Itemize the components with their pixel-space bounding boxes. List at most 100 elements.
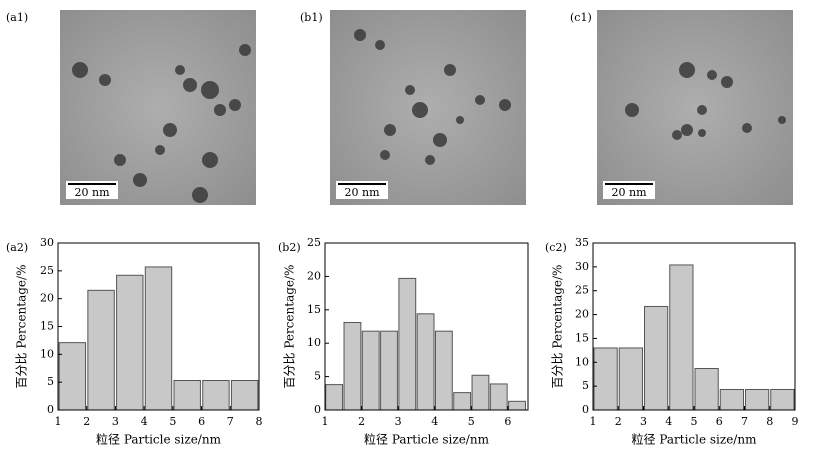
- bar: [325, 384, 344, 411]
- bar: [694, 367, 719, 411]
- particle: [239, 44, 251, 56]
- panel-label: (b1): [300, 11, 323, 24]
- bar: [230, 379, 259, 411]
- particle: [681, 124, 693, 136]
- y-tick-label: 10: [575, 355, 589, 368]
- x-tick-label: 5: [169, 415, 176, 428]
- bar: [471, 374, 490, 411]
- plot-frame: [324, 242, 529, 411]
- particle: [698, 129, 706, 137]
- bar: [453, 392, 472, 411]
- particle: [721, 76, 733, 88]
- particle: [679, 62, 695, 78]
- x-tick-label: 5: [468, 415, 475, 428]
- particle: [412, 102, 428, 118]
- y-tick-label: 5: [47, 375, 54, 388]
- particle: [155, 145, 165, 155]
- y-tick-label: 25: [575, 284, 589, 297]
- x-tick-label: 4: [141, 415, 148, 428]
- x-tick-label: 7: [227, 415, 234, 428]
- scale-bar-box: [66, 181, 118, 199]
- y-tick-label: 20: [307, 269, 321, 282]
- x-tick-label: 4: [665, 415, 672, 428]
- bar: [361, 330, 380, 411]
- panel-label: (c1): [570, 11, 592, 24]
- y-tick-label: 30: [575, 260, 589, 273]
- y-tick-label: 0: [47, 403, 54, 416]
- x-tick-label: 3: [395, 415, 402, 428]
- particle: [133, 173, 147, 187]
- x-axis-label: 粒径 Particle size/nm: [96, 432, 222, 447]
- x-axis-label: 粒径 Particle size/nm: [632, 432, 758, 447]
- y-axis-label: 百分比 Percentage/%: [283, 265, 297, 389]
- y-tick-label: 10: [307, 336, 321, 349]
- y-tick-label: 5: [582, 379, 589, 392]
- particle: [214, 104, 226, 116]
- bar: [380, 330, 398, 411]
- particle: [202, 152, 218, 168]
- particle: [778, 116, 786, 124]
- particle: [625, 103, 639, 117]
- scale-bar-box: [336, 181, 388, 199]
- panel-label: (b2): [278, 241, 301, 254]
- particle: [444, 64, 456, 76]
- particle: [201, 81, 219, 99]
- x-tick-label: 6: [716, 415, 723, 428]
- x-tick-label: 9: [792, 415, 799, 428]
- x-tick-label: 1: [322, 415, 329, 428]
- y-tick-label: 15: [575, 331, 589, 344]
- x-tick-label: 3: [112, 415, 119, 428]
- particle: [163, 123, 177, 137]
- y-tick-label: 30: [40, 236, 54, 249]
- x-tick-label: 2: [83, 415, 90, 428]
- particle: [114, 154, 126, 166]
- bar: [58, 342, 87, 411]
- x-tick-label: 6: [504, 415, 511, 428]
- particle: [229, 99, 241, 111]
- y-axis-label: 百分比 Percentage/%: [551, 265, 565, 389]
- y-tick-label: 25: [40, 264, 54, 277]
- y-tick-label: 0: [582, 403, 589, 416]
- particle: [380, 150, 390, 160]
- x-tick-label: 8: [256, 415, 263, 428]
- tem-image: [330, 10, 526, 205]
- x-tick-label: 5: [691, 415, 698, 428]
- particle: [175, 65, 185, 75]
- scale-bar-label: 20 nm: [74, 186, 110, 199]
- x-tick-label: 4: [431, 415, 438, 428]
- particle: [384, 124, 396, 136]
- bar: [618, 347, 643, 411]
- particle: [499, 99, 511, 111]
- x-tick-label: 8: [766, 415, 773, 428]
- particle: [475, 95, 485, 105]
- panel-label: (a1): [6, 11, 28, 24]
- scale-bar-label: 20 nm: [344, 186, 380, 199]
- y-tick-label: 5: [314, 370, 321, 383]
- particle: [192, 187, 208, 203]
- bar: [416, 313, 435, 411]
- particle: [707, 70, 717, 80]
- x-tick-label: 6: [198, 415, 205, 428]
- bar: [87, 289, 115, 411]
- x-tick-label: 1: [55, 415, 62, 428]
- bar: [719, 388, 744, 411]
- particle: [99, 74, 111, 86]
- scale-bar-box: [603, 181, 655, 199]
- panel-label: (a2): [6, 241, 28, 254]
- bar: [489, 383, 508, 411]
- y-axis-label: 百分比 Percentage/%: [15, 265, 29, 389]
- y-tick-label: 20: [40, 292, 54, 305]
- bar: [508, 400, 526, 411]
- y-tick-label: 15: [307, 303, 321, 316]
- x-tick-label: 1: [590, 415, 597, 428]
- tem-image: [60, 10, 256, 205]
- y-tick-label: 15: [40, 320, 54, 333]
- x-tick-label: 2: [358, 415, 365, 428]
- particle: [456, 116, 464, 124]
- x-tick-label: 2: [615, 415, 622, 428]
- particle: [354, 29, 366, 41]
- panel-label: (c2): [545, 241, 567, 254]
- bar: [398, 277, 417, 411]
- bar: [116, 274, 144, 411]
